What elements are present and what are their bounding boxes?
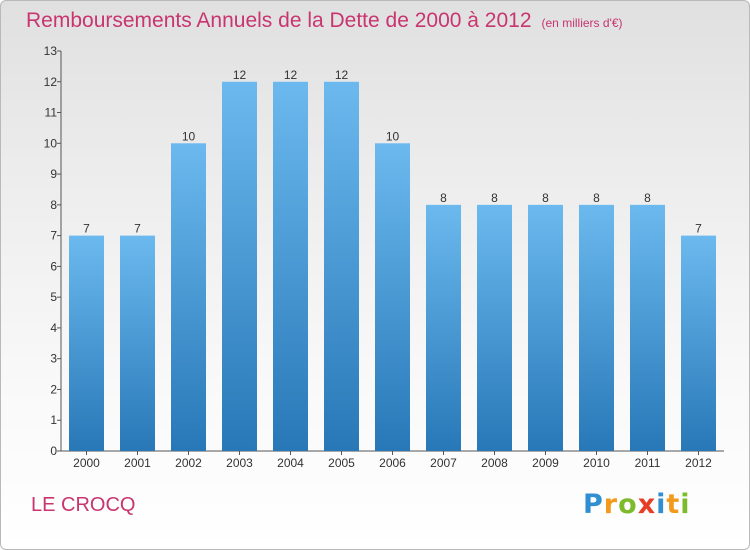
y-tick-label: 13 [44,44,58,58]
bar [273,81,308,452]
y-tick-label: 5 [50,290,57,304]
y-tick-label: 3 [50,352,57,366]
logo-letter: t [666,489,681,520]
logo-letter: r [603,489,619,520]
x-tick-label: 2005 [328,456,355,470]
bar [528,204,563,451]
y-tick-label: 1 [50,413,57,427]
commune-name: LE CROCQ [31,494,136,516]
y-tick-label: 4 [50,321,57,335]
x-tick-label: 2002 [175,456,202,470]
x-tick-label: 2008 [481,456,508,470]
chart-title: Remboursements Annuels de la Dette de 20… [26,9,623,33]
bar [120,235,155,451]
logo-letter: x [637,489,657,520]
bar-value-label: 8 [644,191,651,205]
y-tick-label: 2 [50,382,57,396]
y-tick-label: 9 [50,167,57,181]
bar-value-label: 12 [233,68,247,82]
y-tick-label: 7 [50,229,57,243]
bar [426,204,461,451]
x-tick-label: 2006 [379,456,406,470]
logo-letter: i [656,489,667,520]
x-tick-label: 2007 [430,456,457,470]
y-tick-label: 8 [50,198,57,212]
bar-value-label: 8 [593,191,600,205]
y-tick-label: 12 [44,75,58,89]
bar-value-label: 8 [491,191,498,205]
y-tick-label: 0 [50,444,57,458]
x-axis: 2000 2001 2002 2003 2004 2005 2006 2007 2008 2009… [61,450,724,470]
x-tick-label: 2004 [277,456,304,470]
chart-title-text: Remboursements Annuels de la Dette de 20… [26,9,532,32]
bar-value-label: 7 [83,222,90,236]
proxiti-logo[interactable]: Proxiti [583,489,691,520]
logo-letter: i [680,489,691,520]
logo-letter: P [583,489,604,520]
bar-value-label: 7 [134,222,141,236]
bars [69,81,716,452]
bar [477,204,512,451]
bar-value-label: 10 [182,129,196,143]
bar [324,81,359,452]
y-tick-label: 10 [44,136,58,150]
y-tick-label: 6 [50,259,57,273]
bar-value-label: 12 [284,68,298,82]
x-tick-label: 2012 [685,456,712,470]
bar-value-label: 7 [695,222,702,236]
logo-letter: o [618,489,638,520]
y-tick-label: 11 [45,106,58,120]
x-tick-label: 2000 [73,456,100,470]
bar [171,143,206,452]
bar-value-label: 8 [542,191,549,205]
x-tick-label: 2009 [532,456,559,470]
x-tick-label: 2001 [124,456,151,470]
bar-value-labels: 7 7 10 12 12 12 10 8 8 8 8 8 7 [83,68,702,236]
bar [579,204,614,451]
chart-subtitle: (en milliers d'€) [541,16,623,30]
bar [681,235,716,451]
x-tick-label: 2010 [583,456,610,470]
bar [375,143,410,452]
bar [69,235,104,451]
bar [222,81,257,452]
bar-value-label: 8 [440,191,447,205]
bar [630,204,665,451]
bar-value-label: 10 [386,129,400,143]
x-tick-label: 2011 [635,456,661,470]
bar-value-label: 12 [335,68,349,82]
x-tick-label: 2003 [226,456,253,470]
